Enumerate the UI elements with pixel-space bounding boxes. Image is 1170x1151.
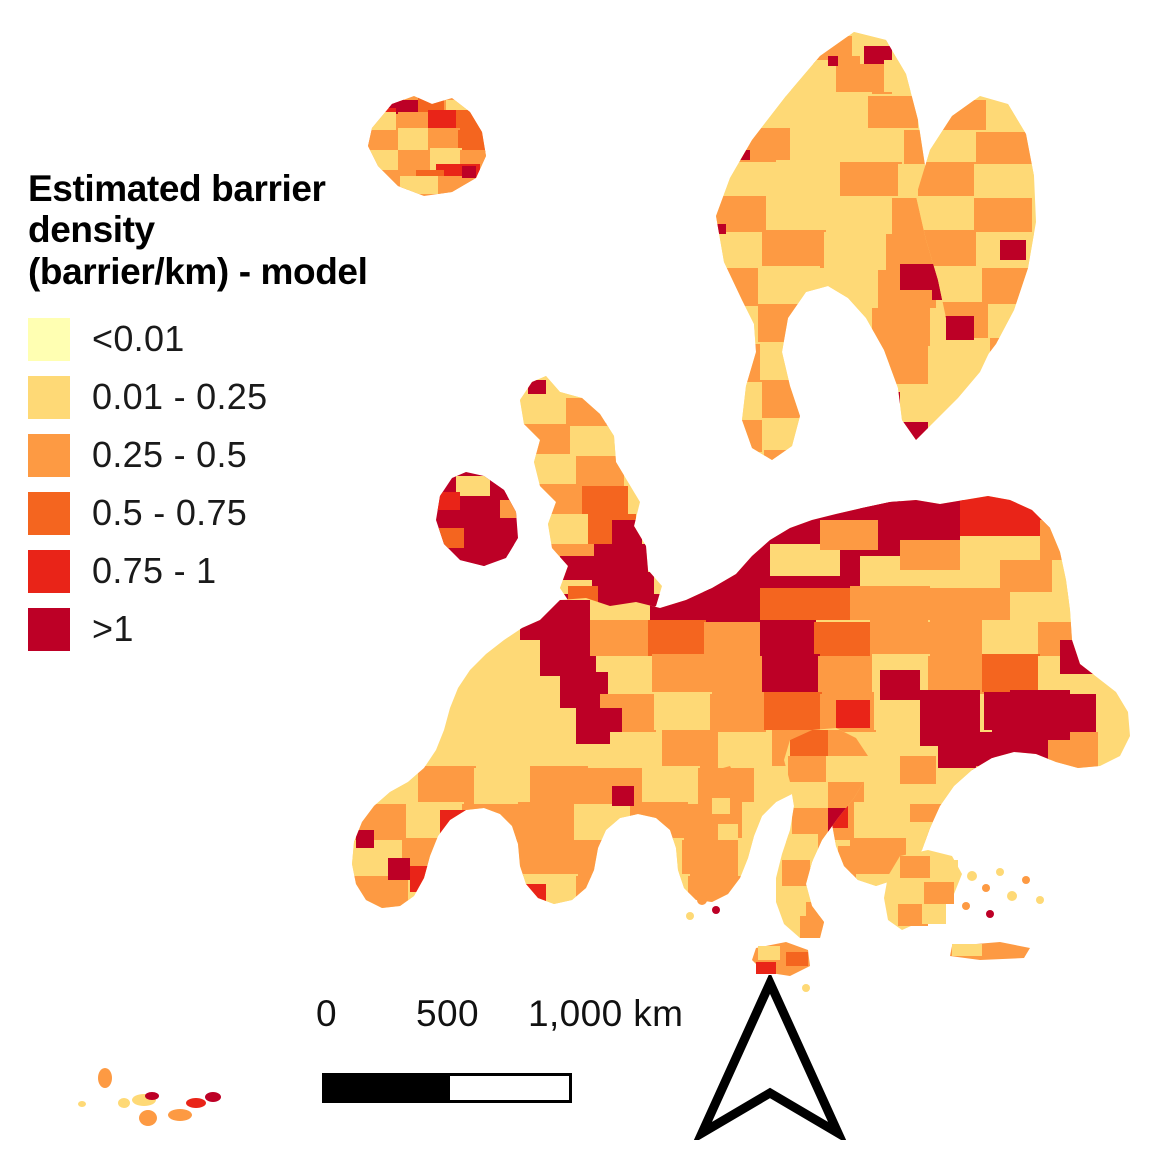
legend-item-label: 0.75 - 1 — [92, 550, 217, 592]
region-iceland — [368, 96, 486, 196]
legend-swatch-icon — [28, 607, 70, 651]
legend-item-label: >1 — [92, 608, 134, 650]
legend-item-label: 0.5 - 0.75 — [92, 492, 248, 534]
legend-swatch-icon — [28, 433, 70, 477]
legend-item[interactable]: 0.25 - 0.5 — [28, 426, 498, 484]
legend-swatch-icon — [28, 375, 70, 419]
north-arrow-icon — [690, 975, 850, 1140]
scale-tick-mid: 500 — [416, 993, 479, 1034]
scale-bar-labels: 0 500 1,000 km — [312, 993, 683, 1041]
legend-item[interactable]: 0.75 - 1 — [28, 542, 498, 600]
north-arrow-glyph — [693, 975, 847, 1140]
legend-item[interactable]: <0.01 — [28, 310, 498, 368]
legend-item[interactable]: 0.01 - 0.25 — [28, 368, 498, 426]
legend-item-label: <0.01 — [92, 318, 185, 360]
legend-swatch-icon — [28, 317, 70, 361]
region-canary-islands — [78, 1068, 221, 1126]
legend-item-label: 0.25 - 0.5 — [92, 434, 248, 476]
scale-tick-max: 1,000 km — [528, 993, 684, 1034]
scale-segment-empty — [447, 1076, 569, 1100]
region-greece — [884, 850, 1044, 960]
scale-tick-min: 0 — [316, 993, 337, 1034]
scale-bar-graphic — [322, 1073, 572, 1103]
scale-bar: 0 500 1,000 km — [312, 993, 683, 1103]
legend-swatch-icon — [28, 549, 70, 593]
legend-swatch-icon — [28, 491, 70, 535]
legend-item[interactable]: >1 — [28, 600, 498, 658]
legend-class-list: <0.01 0.01 - 0.25 0.25 - 0.5 0.5 - 0.75 … — [28, 310, 498, 658]
legend-item[interactable]: 0.5 - 0.75 — [28, 484, 498, 542]
legend-title: Estimated barrier density (barrier/km) -… — [28, 168, 368, 292]
map-legend: Estimated barrier density (barrier/km) -… — [28, 168, 498, 658]
legend-item-label: 0.01 - 0.25 — [92, 376, 268, 418]
scale-segment-filled — [325, 1076, 447, 1100]
region-small-islands — [686, 895, 810, 992]
